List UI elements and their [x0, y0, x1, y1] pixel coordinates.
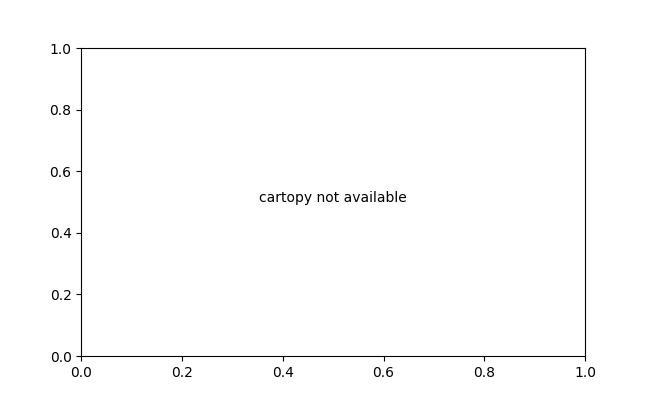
Text: cartopy not available: cartopy not available: [259, 191, 407, 205]
